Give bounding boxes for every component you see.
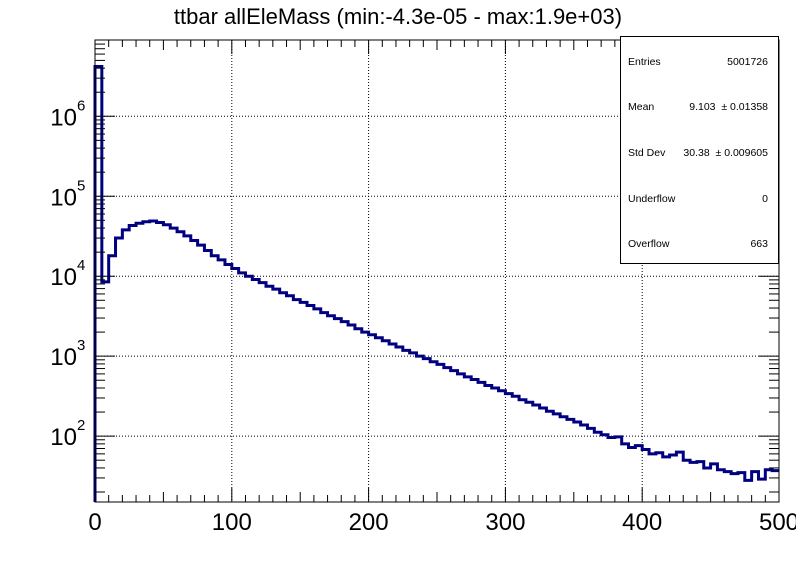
y-tick-exponent: 4 bbox=[77, 257, 85, 274]
y-tick-exponent: 5 bbox=[77, 177, 85, 194]
stat-name: Overflow bbox=[628, 238, 670, 250]
stat-name: Underflow bbox=[628, 193, 676, 205]
chart-title: ttbar allEleMass (min:-4.3e-05 - max:1.9… bbox=[173, 4, 623, 29]
histogram-series bbox=[93, 64, 779, 502]
y-tick-exponent: 2 bbox=[77, 417, 85, 434]
y-tick-label: 10 bbox=[50, 104, 77, 131]
x-tick-label: 0 bbox=[88, 509, 101, 536]
histogram-line bbox=[93, 64, 779, 502]
y-tick-exponent: 6 bbox=[77, 97, 85, 114]
stat-row: Mean 9.103 ± 0.01358 bbox=[628, 101, 768, 115]
y-tick-label: 10 bbox=[50, 264, 77, 291]
y-tick-label: 10 bbox=[50, 344, 77, 371]
grid-lines bbox=[95, 40, 779, 502]
y-tick-label: 10 bbox=[50, 184, 77, 211]
stat-name: Entries bbox=[628, 56, 661, 68]
stat-row: Overflow 663 bbox=[628, 238, 768, 252]
stat-name: Mean bbox=[628, 101, 655, 113]
stat-value: 30.38 ± 0.009605 bbox=[683, 147, 768, 159]
stat-value: 9.103 ± 0.01358 bbox=[689, 101, 768, 113]
x-axis: 0 100 200 300 400 500 bbox=[88, 40, 796, 536]
x-tick-label: 100 bbox=[212, 509, 252, 536]
stat-value: 5001726 bbox=[727, 56, 768, 68]
stat-row: Entries 5001726 bbox=[628, 56, 768, 70]
stat-row: Underflow 0 bbox=[628, 193, 768, 207]
x-tick-label: 500 bbox=[759, 509, 796, 536]
stat-row: Std Dev 30.38 ± 0.009605 bbox=[628, 147, 768, 161]
x-tick-label: 300 bbox=[485, 509, 525, 536]
y-tick-exponent: 3 bbox=[77, 337, 85, 354]
stat-name: Std Dev bbox=[628, 147, 666, 159]
stat-value: 663 bbox=[750, 238, 768, 250]
stats-box: Entries 5001726 Mean 9.103 ± 0.01358 Std Dev… bbox=[620, 36, 779, 264]
stat-value: 0 bbox=[762, 193, 768, 205]
x-tick-label: 400 bbox=[622, 509, 662, 536]
y-tick-label: 10 bbox=[50, 424, 77, 451]
x-tick-label: 200 bbox=[349, 509, 389, 536]
